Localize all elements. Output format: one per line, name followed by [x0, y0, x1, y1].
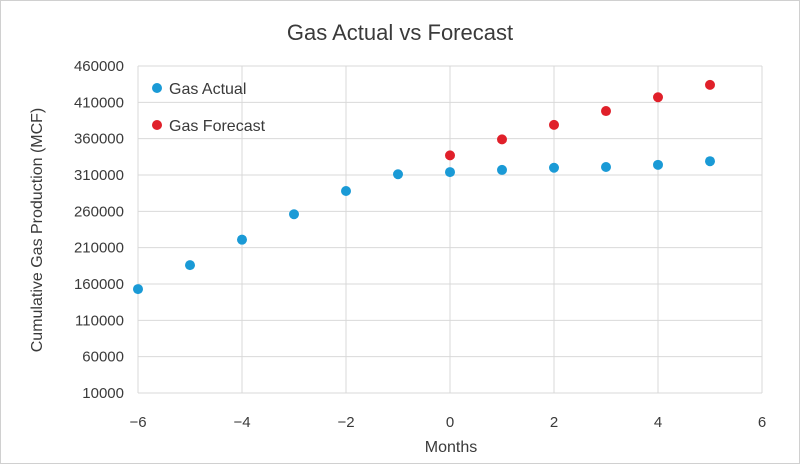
data-points: [133, 79, 715, 295]
gas-actual-legend-label: Gas Actual: [169, 81, 246, 98]
y-tick-label: 210000: [74, 240, 124, 257]
x-axis-label: Months: [425, 439, 477, 456]
gas-forecast-point: [705, 79, 715, 90]
gas-actual-legend-marker: [152, 83, 162, 93]
x-tick-label: −6: [129, 414, 146, 431]
gas-forecast-point: [445, 150, 455, 161]
gas-actual-point: [549, 162, 559, 173]
y-tick-label: 310000: [74, 167, 124, 184]
gas-forecast-point: [497, 134, 507, 145]
y-tick-label: 110000: [75, 312, 124, 329]
x-tick-label: 4: [654, 414, 662, 431]
gas-actual-point: [341, 185, 351, 196]
chart-title: Gas Actual vs Forecast: [287, 20, 513, 45]
gas-actual-point: [601, 162, 611, 173]
gas-actual-point: [705, 156, 715, 167]
gas-forecast-legend-marker: [152, 120, 162, 130]
gas-actual-point: [289, 209, 299, 220]
y-tick-label: 260000: [74, 203, 124, 220]
x-tick-label: −2: [337, 414, 354, 431]
gas-forecast-point: [601, 106, 611, 117]
y-axis-label: Cumulative Gas Production (MCF): [29, 108, 46, 353]
x-tick-label: 2: [550, 414, 558, 431]
y-tick-label: 360000: [74, 131, 124, 148]
y-tick-label: 460000: [74, 58, 124, 75]
gas-forecast-legend-label: Gas Forecast: [169, 118, 266, 135]
gridlines: [137, 65, 763, 394]
gas-actual-point: [497, 164, 507, 175]
y-tick-label: 160000: [74, 276, 124, 293]
gas-actual-point: [185, 260, 195, 271]
gas-forecast-point: [549, 119, 559, 130]
y-tick-label: 10000: [82, 385, 124, 402]
x-tick-label: 6: [758, 414, 766, 431]
x-tick-label: −4: [233, 414, 250, 431]
y-tick-label: 60000: [82, 349, 124, 366]
gas-forecast-point: [653, 92, 663, 103]
y-tick-label: 410000: [74, 94, 124, 111]
gas-actual-point: [393, 169, 403, 180]
gas-actual-point: [653, 159, 663, 170]
y-axis-ticks: 10000 60000 110000 160000 210000 260000 310000…: [74, 58, 124, 402]
x-axis-ticks: −6 −4 −2 0 2 4 6: [129, 414, 766, 431]
x-tick-label: 0: [446, 414, 454, 431]
gas-actual-point: [237, 234, 247, 245]
legend: Gas Actual Gas Forecast: [152, 81, 266, 135]
gas-actual-point: [133, 284, 143, 295]
gas-actual-point: [445, 167, 455, 178]
